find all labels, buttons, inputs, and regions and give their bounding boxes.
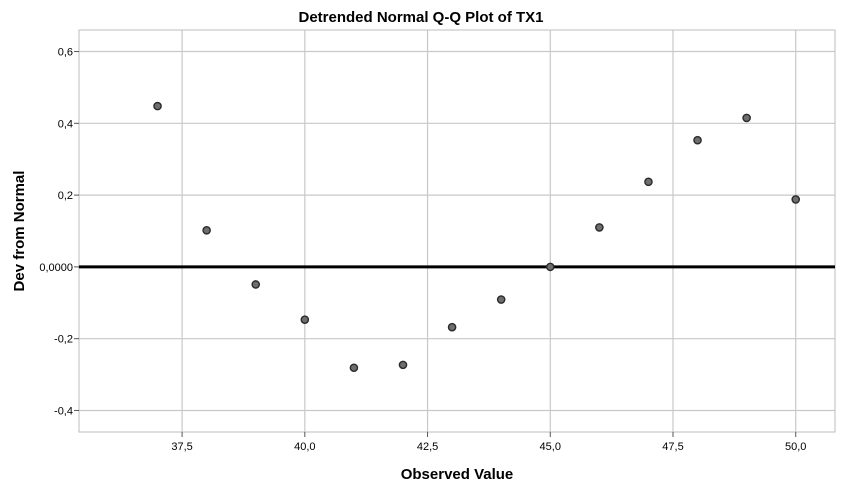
y-axis-title: Dev from Normal bbox=[11, 171, 28, 292]
data-point bbox=[202, 225, 211, 235]
x-tick-label: 50,0 bbox=[785, 441, 806, 453]
x-tick-label: 47,5 bbox=[662, 441, 683, 453]
data-point bbox=[398, 360, 408, 370]
x-tick-label: 40,0 bbox=[294, 441, 315, 453]
data-point bbox=[595, 223, 604, 232]
y-tick-label: 0,2 bbox=[58, 190, 73, 202]
y-tick-label: 0,6 bbox=[58, 47, 73, 59]
y-axis-ticks: 0,6 0,4 0,2 0,0000 -0,2 -0,4 bbox=[39, 47, 79, 417]
data-point bbox=[349, 363, 359, 373]
data-points bbox=[153, 101, 801, 373]
plot-frame bbox=[78, 29, 836, 433]
y-tick-label: 0,4 bbox=[58, 118, 73, 130]
x-tick-label: 42,5 bbox=[417, 441, 438, 453]
y-tick-label: 0,0000 bbox=[39, 262, 73, 274]
chart-title: Detrended Normal Q-Q Plot of TX1 bbox=[298, 9, 543, 26]
x-tick-label: 37,5 bbox=[171, 441, 192, 453]
data-point bbox=[447, 322, 457, 332]
data-point bbox=[644, 177, 653, 187]
y-tick-label: -0,4 bbox=[54, 405, 73, 417]
x-tick-label: 45,0 bbox=[540, 441, 561, 453]
data-point bbox=[693, 135, 702, 145]
grid bbox=[79, 30, 835, 432]
data-point bbox=[300, 315, 310, 324]
y-tick-label: -0,2 bbox=[54, 334, 73, 346]
x-axis-title: Observed Value bbox=[401, 466, 514, 483]
data-point bbox=[742, 113, 751, 123]
data-point bbox=[496, 295, 506, 304]
x-axis-ticks: 37,5 40,0 42,5 45,0 47,5 50,0 bbox=[171, 432, 806, 453]
data-point bbox=[545, 262, 555, 272]
data-point bbox=[251, 280, 261, 289]
data-point bbox=[153, 101, 162, 111]
data-point bbox=[791, 195, 801, 204]
